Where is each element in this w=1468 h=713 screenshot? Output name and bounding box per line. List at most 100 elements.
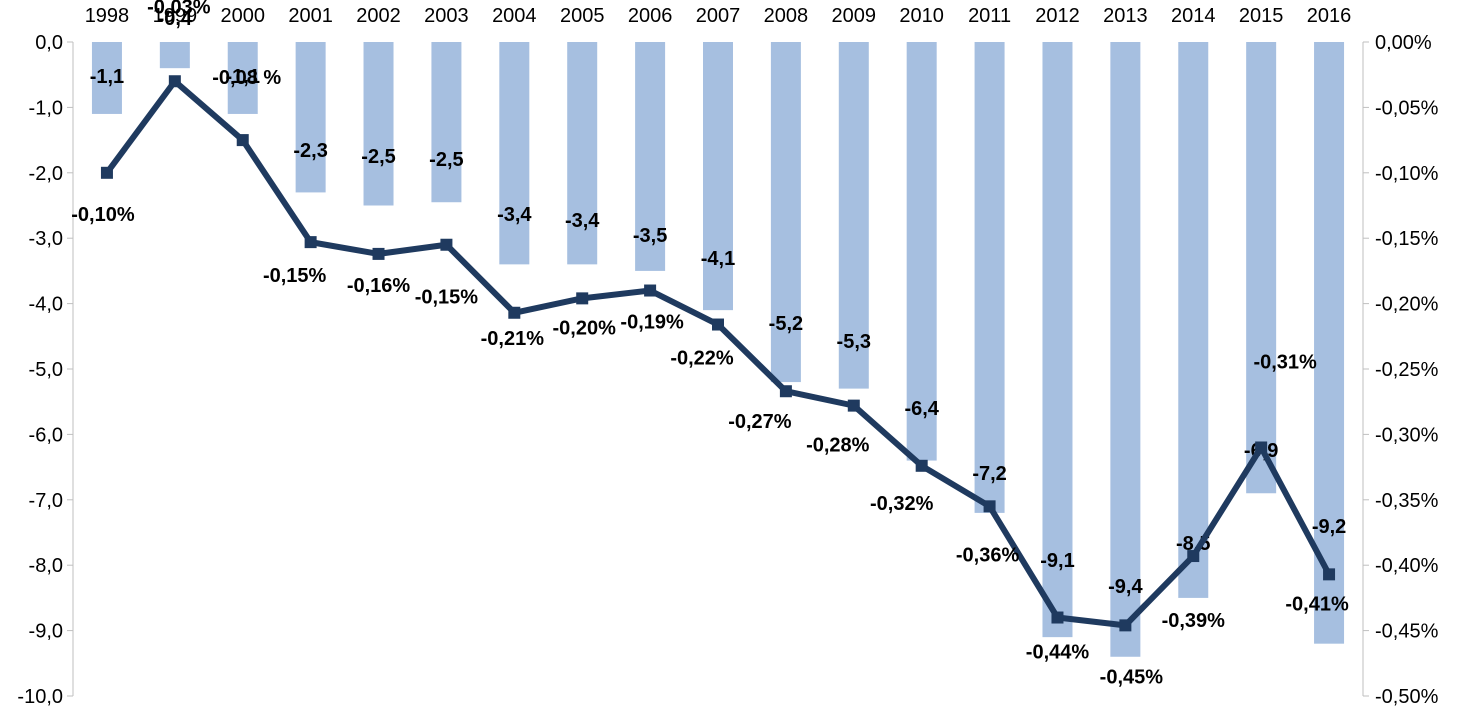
bar-data-label: -9,2	[1312, 516, 1346, 538]
line-marker	[1255, 441, 1268, 454]
x-axis: 1998 1999 2000 2001 2002 2003 2004 2005 2006 2007…	[85, 5, 1352, 27]
x-tick-label: 2014	[1171, 5, 1216, 27]
line-marker	[1119, 619, 1132, 632]
line-marker	[644, 284, 657, 297]
x-tick-label: 2003	[424, 5, 469, 27]
line-marker	[712, 318, 724, 331]
line-marker	[372, 247, 385, 260]
x-tick-label: 2009	[832, 5, 877, 27]
bar	[1178, 42, 1209, 598]
x-tick-label: 2008	[764, 5, 809, 27]
x-tick-label: 2007	[696, 5, 741, 27]
bar-data-label: -3,5	[633, 225, 667, 247]
line-data-label: -0,03%	[147, 0, 211, 18]
x-tick-label: 2006	[628, 5, 673, 27]
line-data-label: -0,15%	[263, 265, 327, 287]
right-tick-label: -0,10%	[1375, 163, 1439, 185]
line-data-label: -0,45%	[1100, 666, 1164, 688]
bar	[703, 42, 733, 311]
line-data-label: -0,10%	[71, 204, 135, 226]
line-marker	[100, 166, 113, 179]
left-tick-label: -3,0	[29, 228, 63, 250]
line-data-label: -0,28%	[806, 435, 870, 457]
right-tick-label: -0,20%	[1375, 294, 1439, 316]
line-data-label: -0,21%	[481, 328, 545, 350]
bar-data-label: -1,1	[226, 66, 260, 88]
bar-data-label: -2,5	[429, 149, 463, 171]
right-tick-label: -0,15%	[1375, 228, 1439, 250]
line-data-label: -0,44%	[1026, 642, 1090, 664]
bar-data-label: -9,1	[1040, 550, 1074, 572]
x-tick-label: 2013	[1103, 5, 1148, 27]
right-tick-label: -0,25%	[1375, 359, 1439, 381]
line-data-label: -0,31%	[1253, 351, 1317, 373]
x-tick-label: 2002	[356, 5, 401, 27]
bar	[363, 42, 394, 206]
right-tick-label: -0,05%	[1375, 97, 1439, 119]
bar	[227, 42, 258, 114]
left-tick-label: -4,0	[29, 294, 63, 316]
line-marker	[1051, 611, 1064, 624]
bar-data-label: -4,1	[701, 248, 735, 270]
line-marker	[304, 236, 317, 249]
bar-data-labels: -1,1 -0,4 -1,1 -2,3 -2,5 -2,5 -3,4 -3,4 -3,5 -4,1…	[90, 8, 1347, 598]
bar	[1110, 42, 1141, 657]
right-tick-label: -0,50%	[1375, 686, 1439, 708]
bar-series	[91, 42, 1345, 657]
line-marker	[576, 292, 589, 305]
x-tick-label: 2011	[968, 5, 1011, 27]
line-marker	[983, 500, 996, 513]
bar	[770, 42, 801, 383]
line-data-label: -0,41%	[1285, 593, 1349, 615]
bar	[1042, 42, 1073, 638]
x-tick-label: 2005	[560, 5, 605, 27]
bar	[295, 42, 326, 193]
right-tick-label: -0,35%	[1375, 490, 1439, 512]
bar-data-label: -2,5	[361, 146, 395, 168]
bar	[567, 42, 598, 265]
x-tick-label: 2016	[1307, 5, 1352, 27]
bar	[499, 42, 530, 265]
bar-data-label: -3,4	[497, 204, 532, 226]
right-y-axis: 0,00% -0,05% -0,10% -0,15% -0,20% -0,25% -0,30…	[1362, 32, 1439, 708]
bar-data-label: -9,4	[1108, 576, 1143, 598]
bar-data-label: -0,4	[158, 8, 193, 30]
line-data-label: -0,27%	[728, 411, 792, 433]
line-marker	[1187, 550, 1200, 563]
bar-data-label: -1,1	[90, 66, 124, 88]
left-tick-label: -10,0	[17, 686, 63, 708]
bar-data-label: -7,2	[972, 463, 1006, 485]
x-tick-label: 2004	[492, 5, 537, 27]
bar	[159, 42, 190, 69]
left-tick-label: -1,0	[29, 97, 63, 119]
left-tick-label: -5,0	[29, 359, 63, 381]
bar-data-label: -3,4	[565, 210, 600, 232]
line-data-label: -0,16%	[347, 275, 411, 297]
bar	[974, 42, 1005, 513]
x-tick-label: 1998	[85, 5, 130, 27]
line-series	[100, 75, 1336, 632]
line-marker	[236, 134, 249, 147]
bar	[635, 42, 666, 271]
left-tick-label: -8,0	[29, 555, 63, 577]
x-tick-label: 2015	[1239, 5, 1284, 27]
bar-data-label: -6,4	[904, 398, 939, 420]
right-tick-label: -0,40%	[1375, 555, 1439, 577]
bar	[838, 42, 869, 389]
bar	[906, 42, 937, 461]
x-tick-label: 2001	[288, 5, 333, 27]
line-marker	[779, 385, 792, 398]
line-data-label: -0,39%	[1162, 610, 1226, 632]
left-tick-label: -6,0	[29, 424, 63, 446]
line-data-label: -0,19%	[620, 312, 684, 334]
line-data-label: -0,22%	[670, 348, 734, 370]
line-marker	[168, 75, 181, 88]
x-tick-label: 2010	[899, 5, 944, 27]
bar	[431, 42, 462, 203]
left-tick-label: -7,0	[29, 490, 63, 512]
line-marker	[508, 306, 521, 319]
left-tick-label: -9,0	[29, 621, 63, 643]
right-tick-label: -0,45%	[1375, 621, 1439, 643]
